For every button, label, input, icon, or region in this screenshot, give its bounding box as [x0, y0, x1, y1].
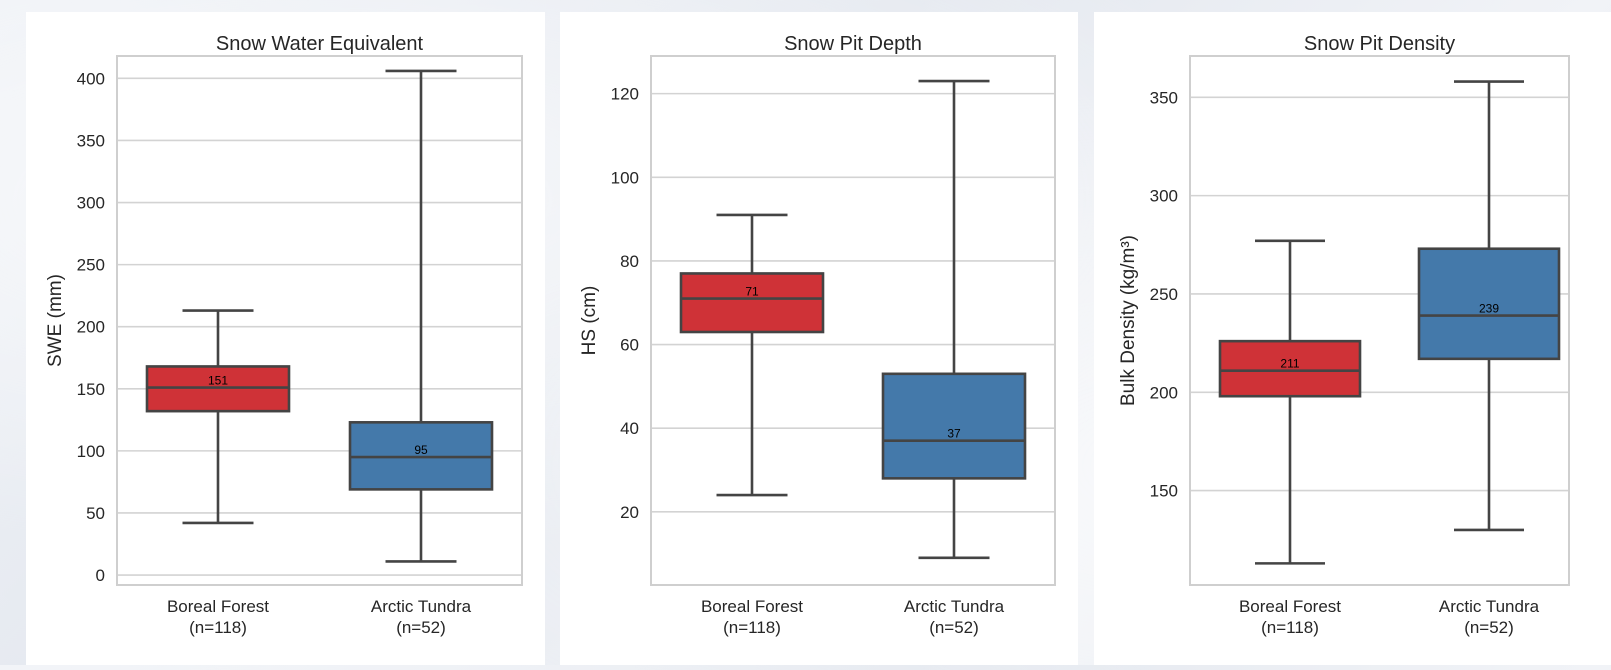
median-label: 71 [745, 285, 759, 299]
y-tick-label: 80 [620, 252, 639, 271]
x-tick-label-line: (n=118) [1261, 618, 1319, 637]
x-tick-label-line: Arctic Tundra [1439, 597, 1540, 616]
plot-frame [650, 55, 1056, 586]
iqr-box [679, 272, 825, 334]
y-tick-label: 20 [620, 503, 639, 522]
x-tick-label-line: (n=118) [189, 618, 247, 637]
y-axis-label: SWE (mm) [45, 274, 66, 367]
y-tick-label: 250 [1150, 285, 1178, 304]
box-boreal-forest: 71 [679, 213, 825, 497]
x-tick-label-line: Arctic Tundra [371, 597, 472, 616]
x-tick-label-line: Boreal Forest [167, 597, 269, 616]
chart-panel-1: 0 50 100 150 200 250 300 350 400 Snow Water Equiv… [26, 12, 545, 665]
y-tick-label: 200 [77, 318, 105, 337]
y-axis-label: Bulk Density (kg/m³) [1118, 235, 1139, 406]
y-axis-label: HS (cm) [579, 286, 600, 356]
x-tick-label-line: (n=52) [929, 618, 979, 637]
x-tick-label: Boreal Forest (n=118) [1239, 597, 1341, 637]
plot-frame [1189, 55, 1570, 586]
y-tick-label: 250 [77, 256, 105, 275]
box-boreal-forest: 151 [145, 309, 291, 525]
x-tick-label-line: Boreal Forest [1239, 597, 1341, 616]
x-tick-label-line: (n=52) [396, 618, 446, 637]
median-label: 151 [208, 374, 228, 388]
y-tick-label: 50 [86, 504, 105, 523]
iqr-box [881, 372, 1027, 480]
y-tick-label: 150 [1150, 482, 1178, 501]
x-tick-label-line: (n=52) [1464, 618, 1514, 637]
y-tick-label: 0 [96, 566, 105, 585]
x-tick-label-line: Arctic Tundra [904, 597, 1005, 616]
chart-panel-2: 20 40 60 80 100 120 Snow Pit Depth HS (cm) Borea… [560, 12, 1078, 665]
x-tick-label-line: (n=118) [723, 618, 781, 637]
iqr-box [1417, 247, 1561, 361]
y-tick-label: 100 [77, 442, 105, 461]
x-tick-label: Boreal Forest (n=118) [167, 597, 269, 637]
chart-title: Snow Water Equivalent [216, 33, 424, 55]
y-tick-label: 300 [1150, 187, 1178, 206]
median-label: 37 [947, 427, 961, 441]
box-boreal-forest: 211 [1218, 239, 1362, 565]
box-arctic-tundra: 37 [881, 79, 1027, 560]
chart-title: Snow Pit Density [1304, 33, 1455, 55]
panel-background [26, 12, 545, 665]
panel-background [560, 12, 1078, 665]
median-label: 239 [1479, 302, 1499, 316]
chart-panel-3: 150 200 250 300 350 Snow Pit Density Bulk Dens… [1094, 12, 1611, 665]
x-tick-label: Arctic Tundra (n=52) [904, 597, 1005, 637]
iqr-box [1218, 339, 1362, 398]
y-tick-label: 300 [77, 194, 105, 213]
y-tick-label: 200 [1150, 383, 1178, 402]
y-tick-label: 120 [611, 85, 639, 104]
x-tick-label: Boreal Forest (n=118) [701, 597, 803, 637]
y-tick-label: 100 [611, 168, 639, 187]
y-tick-label: 40 [620, 419, 639, 438]
x-tick-label: Arctic Tundra (n=52) [371, 597, 472, 637]
y-tick-label: 350 [77, 131, 105, 150]
median-label: 95 [414, 443, 428, 457]
x-tick-label: Arctic Tundra (n=52) [1439, 597, 1540, 637]
y-tick-label: 350 [1150, 88, 1178, 107]
box-arctic-tundra: 95 [348, 69, 494, 563]
y-tick-label: 150 [77, 380, 105, 399]
box-arctic-tundra: 239 [1417, 80, 1561, 532]
y-tick-label: 60 [620, 336, 639, 355]
chart-title: Snow Pit Depth [784, 33, 922, 55]
x-tick-label-line: Boreal Forest [701, 597, 803, 616]
y-tick-label: 400 [77, 69, 105, 88]
plot-frame [116, 55, 523, 586]
median-label: 211 [1280, 357, 1299, 371]
